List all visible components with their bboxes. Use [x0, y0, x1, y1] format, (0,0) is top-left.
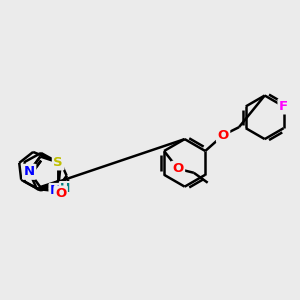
Text: N: N: [50, 184, 61, 197]
Text: S: S: [53, 156, 63, 169]
Text: O: O: [55, 187, 66, 200]
Text: H: H: [60, 182, 71, 196]
Text: F: F: [279, 100, 288, 113]
Text: N: N: [24, 165, 35, 178]
Text: O: O: [218, 129, 229, 142]
Text: O: O: [172, 162, 184, 175]
